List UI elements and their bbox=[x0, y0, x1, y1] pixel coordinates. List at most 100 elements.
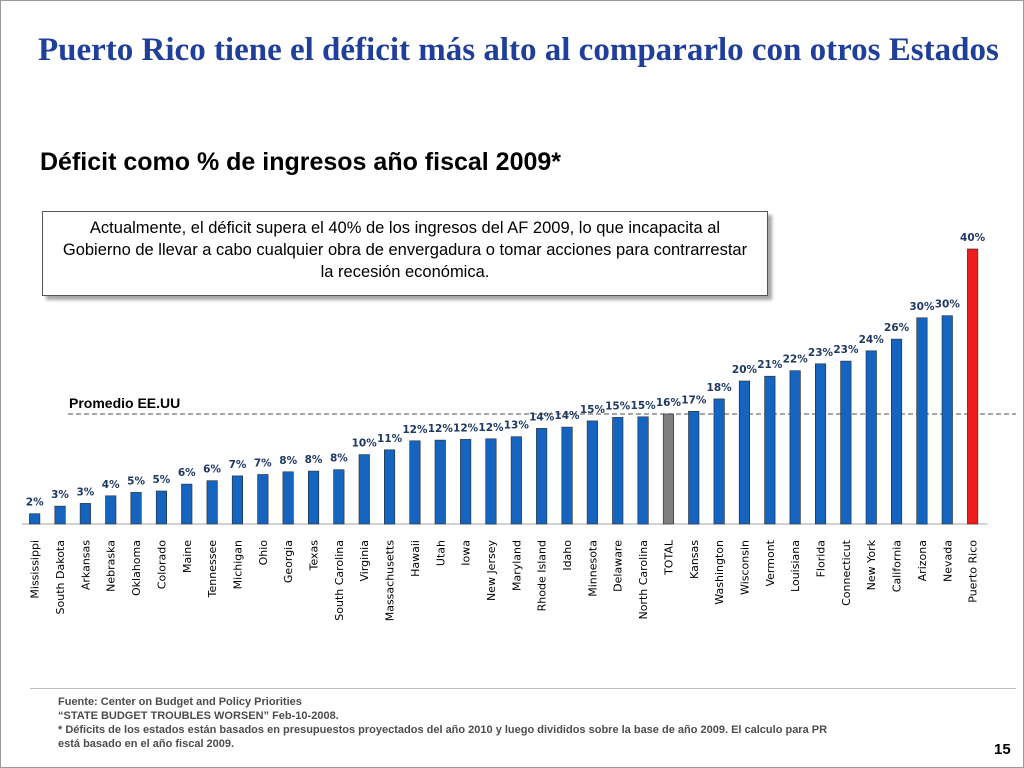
bar-chart: 2% Mississippi 3% South Dakota 3% Arkansas 4% N… bbox=[22, 232, 1016, 622]
category-tick-label: Iowa bbox=[460, 540, 473, 566]
bar bbox=[662, 413, 675, 525]
bar-value-label: 23% bbox=[808, 347, 834, 359]
bar-value-label: 8% bbox=[330, 453, 348, 465]
bar-value-label: 7% bbox=[254, 458, 272, 470]
category-tick-label: Mississippi bbox=[29, 540, 42, 599]
bar-value-label: 5% bbox=[152, 474, 170, 486]
category-tick-label: Utah bbox=[434, 540, 447, 566]
bar bbox=[79, 503, 91, 525]
bar-value-label: 11% bbox=[377, 433, 403, 445]
bar-value-label: 24% bbox=[859, 334, 885, 346]
category-tick-label: Texas bbox=[308, 540, 321, 572]
bar bbox=[967, 248, 979, 525]
bar-value-label: 13% bbox=[504, 420, 530, 432]
bar-value-label: 15% bbox=[605, 400, 631, 412]
category-tick-label: Rhode Island bbox=[536, 540, 549, 611]
bar-value-label: 30% bbox=[935, 299, 961, 311]
category-tick-label: Nebraska bbox=[105, 540, 118, 592]
bar-value-label: 20% bbox=[732, 364, 758, 376]
bar-value-label: 17% bbox=[681, 394, 707, 406]
bar-value-label: 26% bbox=[884, 322, 910, 334]
bar-value-label: 3% bbox=[76, 486, 94, 498]
footer-source: Fuente: Center on Budget and Policy Prio… bbox=[58, 696, 302, 708]
bar-value-label: 14% bbox=[554, 410, 580, 422]
bar bbox=[789, 370, 801, 525]
bar-value-label: 10% bbox=[352, 438, 378, 450]
category-tick-label: South Carolina bbox=[333, 540, 346, 621]
chart-subtitle: Déficit como % de ingresos año fiscal 20… bbox=[40, 148, 562, 176]
bar bbox=[333, 469, 345, 525]
bar bbox=[637, 416, 649, 525]
bar-value-label: 15% bbox=[580, 404, 606, 416]
bar-value-label: 2% bbox=[26, 497, 44, 509]
bar-value-label: 7% bbox=[229, 459, 247, 471]
category-tick-label: Nevada bbox=[941, 540, 954, 582]
category-tick-label: Kansas bbox=[688, 540, 701, 579]
bar bbox=[358, 454, 370, 525]
category-tick-label: Puerto Rico bbox=[967, 540, 980, 603]
average-label: Promedio EE.UU bbox=[69, 395, 181, 411]
bar bbox=[561, 426, 573, 525]
bar bbox=[460, 439, 472, 525]
category-tick-label: Ohio bbox=[257, 540, 270, 566]
bar bbox=[941, 315, 953, 525]
category-tick-label: Minnesota bbox=[586, 540, 599, 597]
bar bbox=[29, 513, 41, 525]
bar bbox=[434, 439, 446, 525]
bar bbox=[814, 363, 827, 525]
bar bbox=[764, 375, 776, 525]
bar-value-label: 30% bbox=[909, 301, 935, 313]
bar-value-label: 8% bbox=[279, 455, 297, 467]
category-tick-label: North Carolina bbox=[637, 540, 650, 620]
bar bbox=[383, 449, 396, 525]
bar bbox=[890, 338, 903, 525]
category-tick-label: Arizona bbox=[916, 540, 929, 581]
bar-value-label: 8% bbox=[305, 454, 323, 466]
bar bbox=[181, 483, 193, 525]
bar-value-label: 12% bbox=[428, 423, 454, 435]
footer-note: * Déficits de los estados están basados … bbox=[58, 724, 828, 736]
bar-value-label: 6% bbox=[203, 464, 221, 476]
bar bbox=[738, 380, 751, 525]
bar-value-label: 12% bbox=[453, 422, 479, 434]
bar bbox=[840, 360, 852, 525]
page-number: 15 bbox=[994, 741, 1011, 758]
category-tick-label: Maine bbox=[181, 540, 194, 573]
bar-value-label: 14% bbox=[529, 411, 555, 423]
footer-report: “STATE BUDGET TROUBLES WORSEN” Feb-10-20… bbox=[58, 710, 339, 722]
category-tick-label: Maryland bbox=[510, 540, 523, 591]
bar-value-label: 16% bbox=[656, 397, 682, 409]
bar bbox=[105, 495, 117, 525]
category-tick-label: Colorado bbox=[155, 540, 168, 589]
bar bbox=[485, 438, 497, 525]
bar bbox=[612, 417, 624, 525]
bar-value-label: 3% bbox=[51, 489, 69, 501]
bar-value-label: 6% bbox=[178, 467, 196, 479]
bar bbox=[536, 428, 548, 525]
category-tick-label: Oklahoma bbox=[130, 540, 143, 596]
bar-value-label: 12% bbox=[402, 424, 428, 436]
bar bbox=[586, 420, 598, 525]
category-tick-label: Massachusetts bbox=[384, 540, 397, 622]
bar bbox=[510, 436, 522, 525]
bar bbox=[130, 492, 142, 525]
bar-value-label: 4% bbox=[102, 479, 120, 491]
category-tick-label: New Jersey bbox=[485, 540, 498, 602]
category-tick-label: Connecticut bbox=[840, 539, 853, 606]
bar-value-label: 15% bbox=[631, 400, 657, 412]
category-tick-label: Hawaii bbox=[409, 540, 422, 577]
footer-divider bbox=[30, 688, 1016, 689]
bar bbox=[54, 505, 66, 525]
category-tick-label: Michigan bbox=[232, 540, 245, 589]
bar-value-label: 22% bbox=[783, 354, 809, 366]
bar-value-label: 40% bbox=[960, 232, 986, 244]
category-tick-label: Georgia bbox=[282, 540, 295, 583]
category-tick-label: Florida bbox=[815, 540, 828, 577]
bar-value-label: 5% bbox=[127, 475, 145, 487]
footer-notes: Fuente: Center on Budget and Policy Prio… bbox=[58, 695, 958, 751]
bar bbox=[916, 317, 928, 525]
bar bbox=[206, 480, 218, 525]
category-tick-label: Tennessee bbox=[206, 540, 219, 599]
bar bbox=[155, 490, 167, 525]
category-tick-label: Virginia bbox=[358, 540, 371, 581]
